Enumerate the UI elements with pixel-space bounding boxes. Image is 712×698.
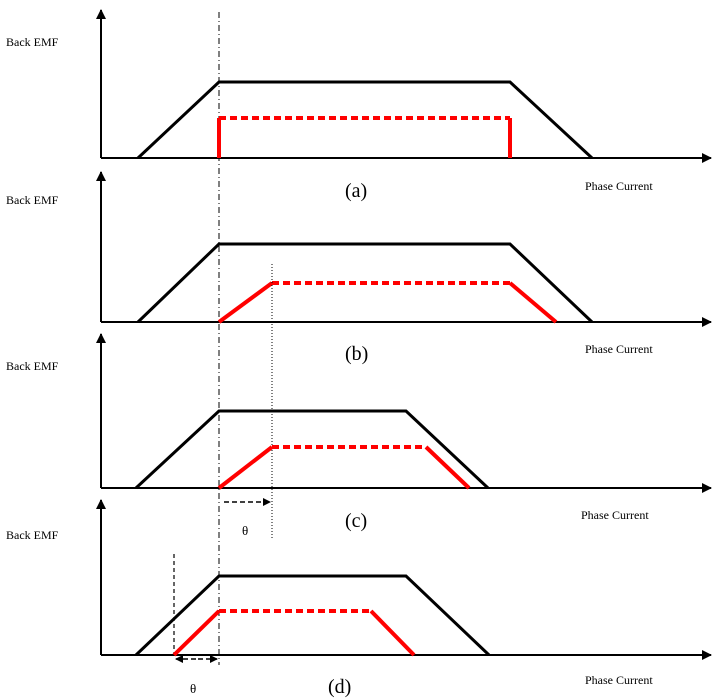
panel-b-caption: (b) (345, 343, 368, 365)
panel-b: Back EMF (b) Phase Current (6, 171, 712, 540)
panel-a: Back EMF (a) Phase Current (6, 9, 712, 202)
panel-d-y-label: Back EMF (6, 528, 59, 542)
panel-b-y-label: Back EMF (6, 193, 59, 207)
panel-c-current-fall (424, 445, 471, 490)
panel-d-current-fall (369, 609, 416, 657)
panel-d-theta-label: θ (190, 681, 196, 696)
panel-d-back-emf-trapezoid (134, 574, 491, 657)
panel-b-back-emf-trapezoid (136, 242, 594, 324)
panel-c: θ Back EMF (c) Phase Current (6, 333, 712, 538)
panel-c-caption: (c) (345, 510, 367, 532)
panel-d: θ Back EMF (d) Phase Current (6, 499, 712, 698)
panel-d-x-label: Phase Current (585, 673, 653, 687)
panel-b-current-fall (508, 281, 558, 324)
panel-d-current-rise (172, 609, 221, 657)
panel-b-x-label: Phase Current (585, 342, 653, 356)
panel-a-x-label: Phase Current (585, 179, 653, 193)
panel-a-caption: (a) (345, 180, 367, 202)
panel-d-caption: (d) (328, 676, 351, 698)
panel-c-theta-label: θ (242, 523, 248, 538)
panel-b-current-rise (217, 281, 274, 324)
panel-c-back-emf-trapezoid (134, 409, 490, 490)
panel-a-back-emf-trapezoid (136, 80, 594, 160)
panel-c-x-label: Phase Current (581, 508, 649, 522)
panel-c-current-rise (217, 445, 274, 490)
panel-c-y-label: Back EMF (6, 359, 59, 373)
panel-a-y-label: Back EMF (6, 35, 59, 49)
